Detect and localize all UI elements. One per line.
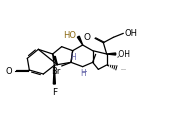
Text: H: H (70, 53, 76, 62)
Text: Br: Br (51, 67, 61, 76)
Text: OH: OH (124, 29, 137, 38)
Text: O: O (5, 67, 12, 75)
Text: ,OH: ,OH (117, 50, 131, 59)
Polygon shape (107, 53, 116, 55)
Polygon shape (77, 36, 83, 45)
Text: H: H (80, 69, 86, 78)
Text: ...: ... (120, 66, 126, 71)
Polygon shape (53, 56, 57, 65)
Polygon shape (53, 65, 55, 84)
Text: O: O (84, 33, 91, 42)
Text: F: F (52, 88, 57, 97)
Text: HO: HO (63, 31, 76, 40)
